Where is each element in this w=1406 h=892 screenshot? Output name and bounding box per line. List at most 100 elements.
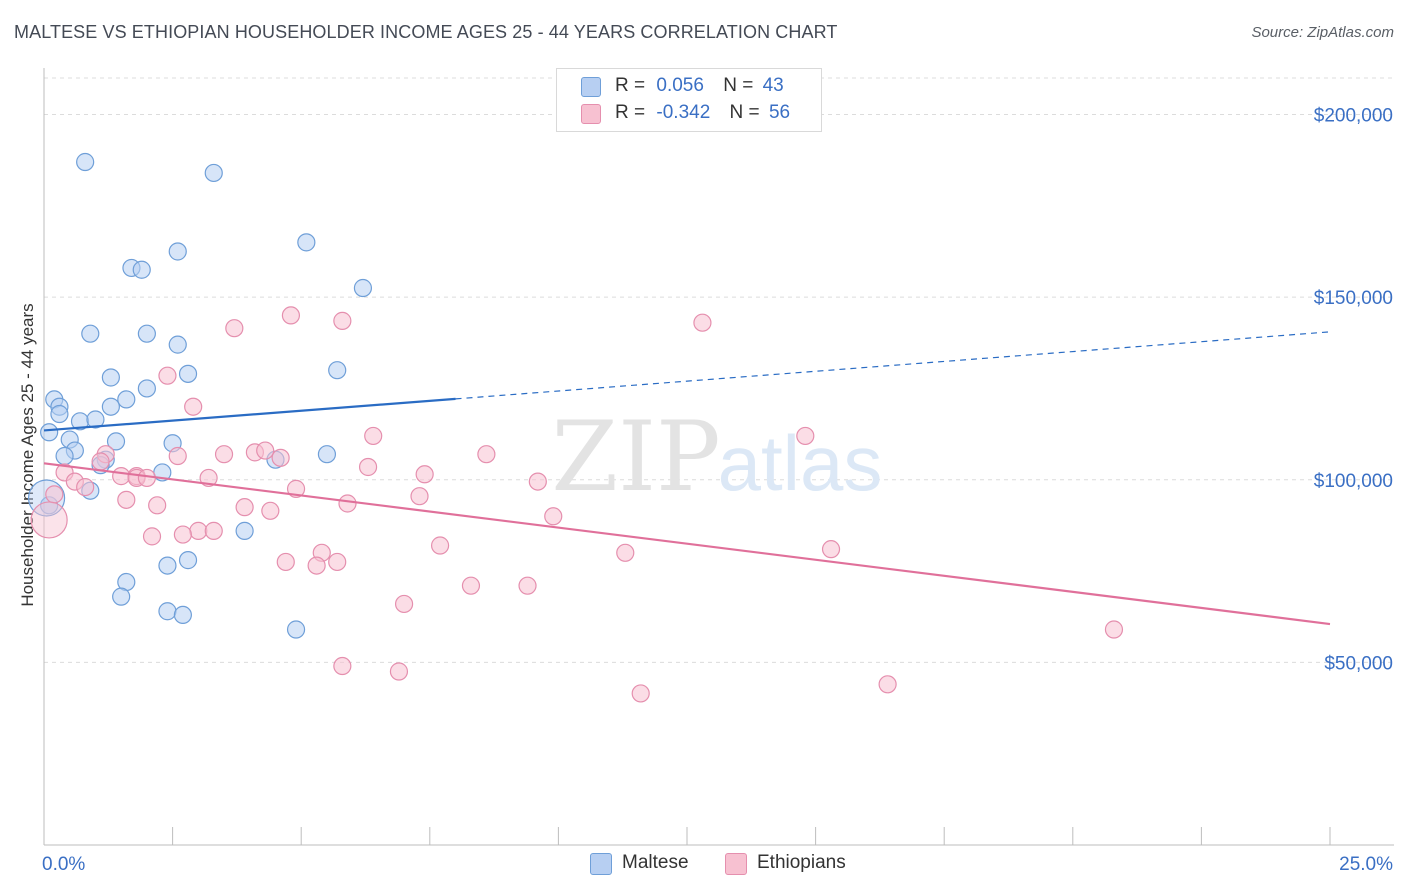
maltese-point [204,163,223,183]
ethiopians-point [338,494,357,513]
ethiopians-point [410,487,429,506]
ethiopians-point [364,426,383,446]
x-tick-label: 0.0% [42,854,85,875]
maltese-point [317,445,337,464]
ethiopians-point [328,552,347,572]
maltese-point [297,233,316,252]
y-tick-label: $100,000 [1314,471,1393,492]
ethiopians-point [184,397,203,416]
watermark-zip: ZIP [551,401,720,513]
maltese-point [106,432,126,451]
ethiopians-point [199,468,218,488]
ethiopians-point [168,446,187,466]
ethiopians-point [189,521,208,540]
maltese-point [101,368,120,387]
n-label: N = [729,102,760,123]
maltese-point [112,587,131,606]
ethiopians-point [358,457,378,477]
maltese-swatch [581,77,601,97]
maltese-point [168,242,187,261]
maltese-point [286,620,306,639]
r-label: R = [615,75,646,96]
ethiopians-point [389,662,409,681]
ethiopians-point [307,556,326,575]
ethiopians-point [430,536,450,555]
ethiopians-point [1104,620,1124,639]
maltese-point [168,335,187,354]
ethiopians-point [796,426,815,446]
ethiopians-point [235,498,254,517]
ethiopians-n-value: 56 [768,102,791,123]
maltese-point [132,260,151,279]
ethiopians-point [281,306,301,325]
maltese-point [328,361,347,380]
maltese-point [55,446,74,466]
maltese-trend-line [43,397,456,432]
n-label: N = [723,75,754,96]
ethiopians-point [394,594,414,614]
ethiopians-point [214,445,234,464]
chart-title: MALTESE VS ETHIOPIAN HOUSEHOLDER INCOME … [14,22,838,42]
maltese-point [173,605,192,625]
ethiopians-point [256,441,275,460]
maltese-point [353,278,373,298]
maltese-point [178,364,198,383]
ethiopians-point [225,319,244,338]
ethiopians-point [518,576,537,595]
maltese-point [137,324,156,343]
ethiopians-point [693,313,712,332]
maltese-trend-extension [455,331,1331,400]
stats-legend: R = 0.056 N = 43 R = -0.342 N = 56 [556,68,822,132]
maltese-point [81,324,100,343]
ethiopians-point [286,479,306,498]
y-tick-label: $200,000 [1314,106,1393,127]
ethiopians-point [45,485,64,504]
y-tick-label: $50,000 [1324,653,1393,674]
ethiopians-point [148,496,167,515]
maltese-point [101,397,120,416]
maltese-legend-label: Maltese [622,852,689,873]
ethiopians-point [631,684,650,703]
maltese-point [178,551,198,570]
ethiopians-point [117,490,136,509]
source-note: Source: ZipAtlas.com [1251,24,1394,41]
ethiopians-legend-swatch [725,853,747,875]
maltese-legend-swatch [590,853,612,875]
ethiopians-point [91,452,110,471]
maltese-n-value: 43 [762,75,784,96]
trend-lines [43,331,1331,626]
tick-labels: $50,000 $100,000 $150,000 $200,000 0.0% 25.0% [42,106,1393,875]
ethiopians-point [142,527,162,546]
maltese-point [117,390,136,409]
data-points [27,152,1124,703]
maltese-r-value: 0.056 [656,75,704,96]
ethiopians-point [204,521,223,540]
ethiopians-point [528,472,547,491]
r-label: R = [615,102,646,123]
axes [43,68,1394,846]
ethiopians-point [415,465,434,484]
ethiopians-legend-label: Ethiopians [757,852,846,873]
maltese-point [76,152,95,172]
maltese-point [137,379,156,398]
ethiopians-point [544,507,563,526]
watermark: ZIP atlas [551,401,882,513]
ethiopians-point [461,576,481,595]
ethiopians-point [76,477,95,497]
ethiopians-point [333,656,352,676]
maltese-point [50,404,69,424]
ethiopians-point [271,448,290,467]
ethiopians-trend-line [43,462,1331,626]
maltese-point [158,602,177,621]
ethiopians-point [878,675,897,694]
ethiopians-point [821,540,841,559]
ethiopians-point [477,445,496,464]
maltese-point [40,423,59,442]
x-tick-label: 25.0% [1339,854,1393,875]
ethiopians-point [261,501,280,520]
ethiopians-point [276,552,295,572]
grid-lines [44,77,1394,663]
maltese-point [158,556,177,575]
ethiopians-point [333,311,352,330]
